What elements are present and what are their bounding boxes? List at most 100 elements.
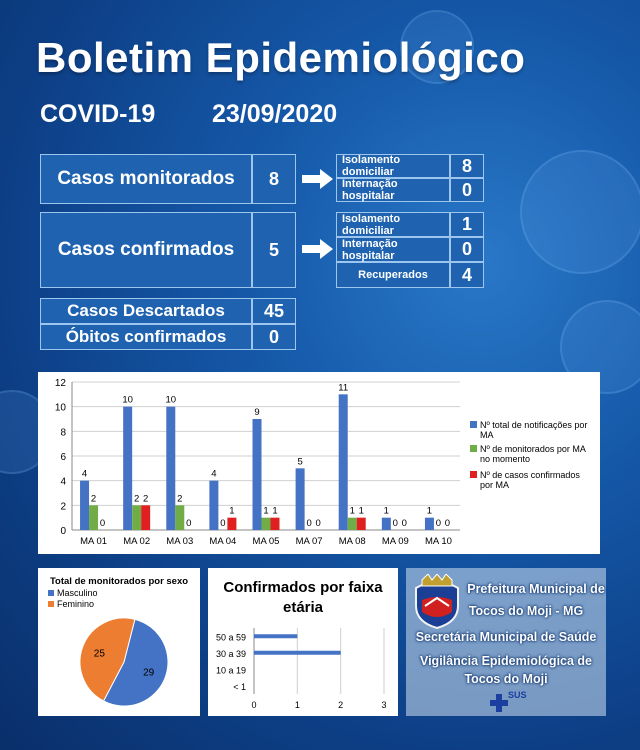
- x-tick-label: MA 07: [296, 536, 323, 547]
- health-cross-icon: [490, 694, 508, 712]
- bar-data-label: 1: [350, 506, 355, 517]
- bar-data-label: 11: [338, 382, 348, 393]
- institution-line-2: Tocos do Moji - MG: [468, 604, 584, 618]
- bar: [80, 480, 90, 530]
- legend-label: Nº de monitorados por MA no momento: [480, 444, 586, 464]
- bar: [261, 517, 271, 530]
- discarded-value: 45: [252, 298, 296, 324]
- legend-swatch: [470, 471, 477, 478]
- arrow-icon: [302, 169, 333, 189]
- age-bar-chart: 0 1 2 3 50 a 59 30 a 39 10 a 19 < 1: [216, 628, 387, 710]
- confirmed-home-label: Isolamento domiciliar: [336, 212, 450, 237]
- x-tick-label: MA 04: [209, 536, 236, 547]
- y-tick-label: 30 a 39: [216, 649, 246, 659]
- bar-data-label: 1: [384, 506, 389, 517]
- virus-decoration: [400, 10, 474, 84]
- bar: [132, 505, 142, 530]
- bar-data-label: 2: [91, 493, 96, 504]
- bar-data-label: 1: [272, 506, 277, 517]
- bar-data-label: 0: [315, 518, 320, 529]
- y-tick-label: 50 a 59: [216, 632, 246, 642]
- bar-data-label: 5: [297, 456, 302, 467]
- institution-line-1: Prefeitura Municipal de: [467, 582, 605, 596]
- legend-label-line: MA: [480, 430, 494, 440]
- monitored-hospital-label: Internação hospitalar: [336, 178, 450, 202]
- legend-swatch: [48, 590, 54, 596]
- bar-data-label: 0: [436, 518, 441, 529]
- bar: [270, 517, 280, 530]
- recovered-value: 4: [450, 262, 484, 288]
- x-tick-label: MA 03: [166, 536, 193, 547]
- age-chart-title: Confirmados por faixa etária: [208, 578, 398, 618]
- bar-data-label: 0: [393, 518, 398, 529]
- institution-line-3: Secretária Municipal de Saúde: [415, 630, 597, 644]
- institution-panel: Prefeitura Municipal de Tocos do Moji - …: [406, 568, 606, 716]
- x-tick-label: 2: [338, 700, 343, 710]
- legend-swatch: [470, 445, 477, 452]
- x-tick-label: MA 01: [80, 536, 107, 547]
- bar: [356, 517, 366, 530]
- bar-data-label: 2: [134, 493, 139, 504]
- bar: [141, 505, 151, 530]
- bar: [381, 517, 391, 530]
- bar-data-label: 1: [359, 506, 364, 517]
- age-chart-title-text: Confirmados por faixa etária: [223, 579, 383, 616]
- discarded-label: Casos Descartados: [40, 298, 252, 324]
- bar: [252, 419, 262, 530]
- x-tick-label: MA 05: [253, 536, 280, 547]
- pie-slice: [79, 617, 136, 702]
- x-tick-label: MA 02: [123, 536, 150, 547]
- city-coat-of-arms-icon: [415, 574, 459, 630]
- y-tick-label: 6: [60, 452, 66, 463]
- bar: [295, 468, 305, 530]
- monitored-value: 8: [252, 154, 296, 204]
- y-tick-label: 12: [55, 378, 67, 389]
- bar-data-label: 0: [306, 518, 311, 529]
- legend-label-line: no momento: [480, 454, 530, 464]
- y-tick-label: 2: [60, 501, 66, 512]
- x-tick-label: 0: [251, 700, 256, 710]
- x-tick-label: 1: [295, 700, 300, 710]
- bar-data-label: 1: [229, 506, 234, 517]
- bulletin-date: 23/09/2020: [212, 100, 338, 128]
- bar-data-label: 9: [254, 407, 259, 418]
- deaths-label: Óbitos confirmados: [40, 324, 252, 350]
- confirmed-value: 5: [252, 212, 296, 288]
- bar-data-label: 0: [402, 518, 407, 529]
- confirmed-hospital-value: 0: [450, 237, 484, 262]
- bar-data-label: 0: [186, 518, 191, 529]
- page-title: Boletim Epidemiológico: [36, 34, 526, 81]
- bar-data-label: 2: [143, 493, 148, 504]
- bar: [166, 406, 176, 530]
- bar-data-label: 0: [100, 518, 105, 529]
- bar-data-label: 1: [427, 506, 432, 517]
- y-tick-label: 4: [60, 477, 66, 488]
- x-tick-label: MA 09: [382, 536, 409, 547]
- institution-line-5: Tocos do Moji: [464, 672, 548, 686]
- bar-data-label: 0: [220, 518, 225, 529]
- bar-data-label: 4: [211, 469, 216, 480]
- bar-data-label: 4: [82, 469, 87, 480]
- monitored-hospital-value: 0: [450, 178, 484, 202]
- legend-label-line: por MA: [480, 480, 509, 490]
- confirmed-hospital-label: Internação hospitalar: [336, 237, 450, 262]
- legend-label: Feminino: [57, 599, 94, 609]
- legend-label: Nº de casos confirmados por MA: [480, 470, 580, 490]
- pie-data-label: 29: [143, 667, 155, 678]
- sus-label: SUS: [508, 690, 527, 700]
- y-tick-label: 10: [55, 403, 67, 414]
- confirmed-label: Casos confirmados: [40, 212, 252, 288]
- recovered-label: Recuperados: [336, 262, 450, 288]
- legend-swatch: [48, 601, 54, 607]
- confirmed-home-value: 1: [450, 212, 484, 237]
- legend-label: Nº total de notificações por MA: [480, 420, 587, 440]
- pie-data-label: 25: [94, 649, 106, 660]
- legend-label-line: Nº total de notificações por: [480, 420, 587, 430]
- bar: [89, 505, 99, 530]
- legend-label-line: Nº de monitorados por MA: [480, 444, 586, 454]
- institution-line-4: Vigilância Epidemiológica de: [419, 654, 593, 668]
- bar: [424, 517, 434, 530]
- legend-label-line: Nº de casos confirmados: [480, 470, 580, 480]
- x-tick-label: 3: [381, 700, 386, 710]
